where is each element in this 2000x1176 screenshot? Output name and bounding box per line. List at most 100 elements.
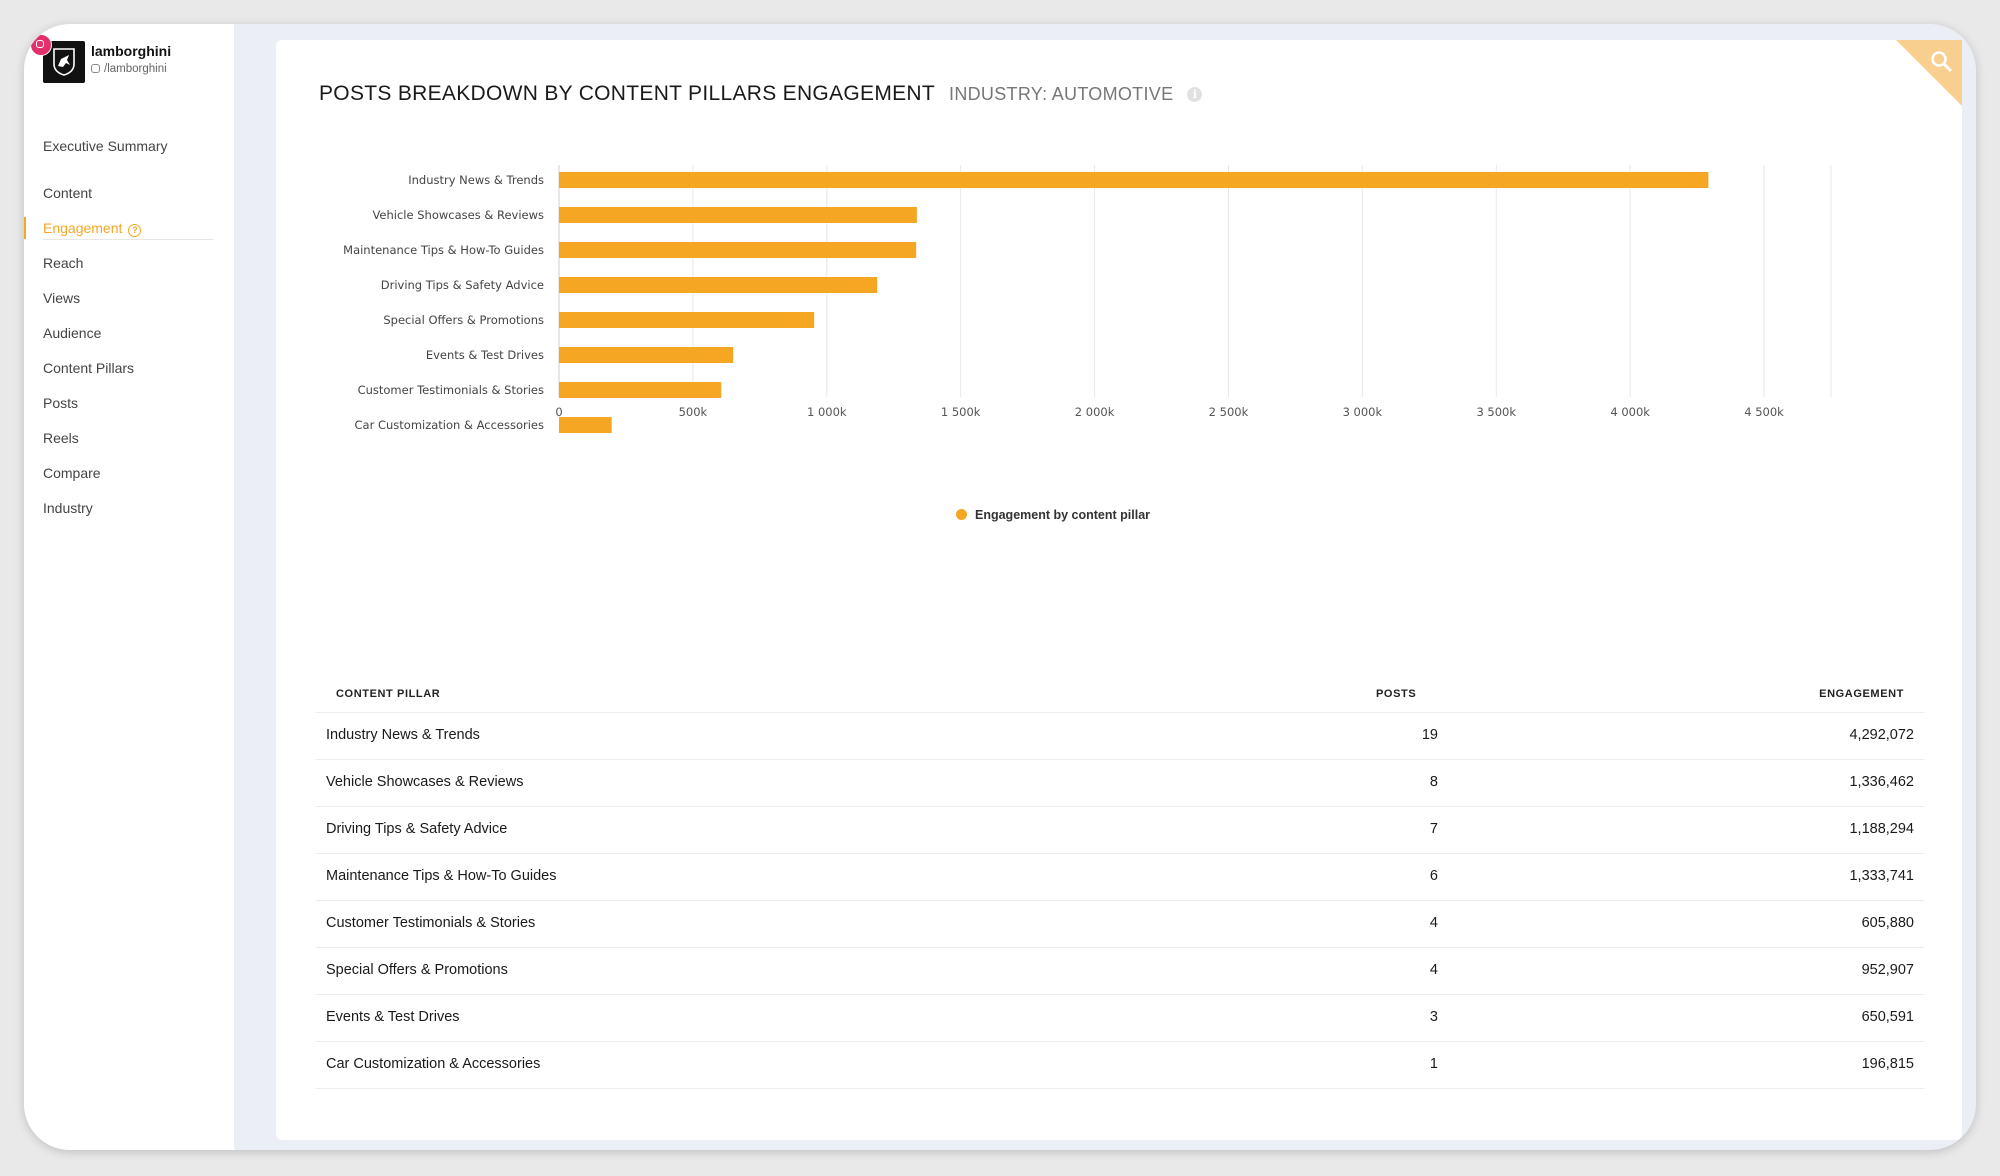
cell-engagement: 1,333,741 [1849, 868, 1914, 884]
legend-label: Engagement by content pillar [975, 508, 1151, 522]
x-tick-label: 4 000k [1610, 405, 1650, 419]
help-icon[interactable]: ? [128, 224, 142, 237]
cell-pillar: Events & Test Drives [326, 1009, 460, 1025]
cell-posts: 1 [1429, 1056, 1438, 1072]
cell-posts: 4 [1429, 915, 1438, 931]
sidebar-item-posts[interactable]: Posts [43, 395, 79, 411]
sidebar-item-reach[interactable]: Reach [43, 255, 84, 271]
y-category-label: Special Offers & Promotions [383, 313, 544, 327]
profile-header[interactable]: lamborghini /lamborghini [30, 34, 228, 87]
bar[interactable] [559, 172, 1709, 188]
search-corner[interactable] [1896, 40, 1962, 106]
sidebar: lamborghini /lamborghini Executive Summa… [24, 24, 234, 1150]
y-category-label: Driving Tips & Safety Advice [381, 278, 544, 292]
x-tick-label: 3 500k [1476, 405, 1516, 419]
y-category-label: Events & Test Drives [426, 348, 544, 362]
table-row[interactable]: Maintenance Tips & How-To Guides 6 1,333,7… [316, 853, 1924, 900]
cell-pillar: Special Offers & Promotions [326, 962, 508, 978]
search-icon[interactable] [1930, 50, 1952, 72]
chart-legend[interactable]: Engagement by content pillar [956, 508, 1150, 522]
sidebar-item-content[interactable]: Content [43, 185, 93, 201]
profile-name: lamborghini [91, 43, 172, 59]
y-category-label: Industry News & Trends [408, 173, 544, 187]
table-row[interactable]: Events & Test Drives 3 650,591 [316, 994, 1924, 1041]
x-tick-label: 500k [679, 405, 708, 419]
engagement-bar-chart: 0 500k 1 000k 1 500k 2 000k 2 500k 3 000k 3 500… [343, 165, 1832, 433]
x-tick-label: 2 000k [1075, 405, 1115, 419]
sidebar-item-compare[interactable]: Compare [43, 465, 101, 481]
info-icon[interactable]: i [1187, 87, 1203, 102]
bar[interactable] [559, 347, 734, 363]
pillar-table: CONTENT PILLAR POSTS ENGAGEMENT Industry… [316, 670, 1924, 1089]
cell-engagement: 196,815 [1861, 1056, 1914, 1072]
profile-handle: /lamborghini [91, 63, 167, 75]
cell-posts: 19 [1421, 727, 1438, 743]
x-tick-label: 0 [555, 405, 562, 419]
table-row[interactable]: Vehicle Showcases & Reviews 8 1,336,462 [316, 759, 1924, 806]
table-row[interactable]: Special Offers & Promotions 4 952,907 [316, 947, 1924, 994]
table-row[interactable]: Industry News & Trends 19 4,292,072 [316, 712, 1924, 759]
cell-engagement: 650,591 [1861, 1009, 1914, 1025]
cell-pillar: Maintenance Tips & How-To Guides [326, 868, 557, 884]
cell-posts: 4 [1429, 962, 1438, 978]
sidebar-item-engagement[interactable]: Engagement? [43, 220, 142, 237]
y-category-label: Maintenance Tips & How-To Guides [343, 243, 544, 257]
instagram-small-icon [91, 64, 100, 73]
cell-engagement: 952,907 [1861, 962, 1914, 978]
nav-divider [43, 239, 213, 240]
y-category-label: Customer Testimonials & Stories [358, 383, 544, 397]
table-row[interactable]: Customer Testimonials & Stories 4 605,880 [316, 900, 1924, 947]
avatar [30, 34, 85, 83]
legend-marker [956, 509, 967, 520]
cell-posts: 6 [1429, 868, 1438, 884]
x-tick-label: 1 500k [941, 405, 981, 419]
x-tick-label: 1 000k [807, 405, 847, 419]
table-row[interactable]: Car Customization & Accessories 1 196,815 [316, 1041, 1924, 1088]
cell-posts: 7 [1429, 821, 1438, 837]
sidebar-item-content-pillars[interactable]: Content Pillars [43, 360, 135, 376]
bar[interactable] [559, 312, 815, 328]
cell-posts: 3 [1429, 1009, 1438, 1025]
sidebar-item-reels[interactable]: Reels [43, 430, 79, 446]
active-indicator [24, 217, 26, 239]
report-card: POSTS BREAKDOWN BY CONTENT PILLARS ENGAG… [276, 40, 1962, 1140]
sidebar-item-audience[interactable]: Audience [43, 325, 102, 341]
cell-pillar: Driving Tips & Safety Advice [326, 821, 508, 837]
bar[interactable] [559, 207, 917, 223]
column-header-posts[interactable]: POSTS [1376, 688, 1417, 700]
cell-pillar: Vehicle Showcases & Reviews [326, 774, 524, 790]
y-category-label: Car Customization & Accessories [355, 418, 545, 432]
column-header-pillar[interactable]: CONTENT PILLAR [336, 688, 441, 700]
industry-subtitle: INDUSTRY: AUTOMOTIVE [949, 84, 1174, 104]
sidebar-item-industry[interactable]: Industry [43, 500, 93, 516]
cell-engagement: 605,880 [1861, 915, 1914, 931]
column-header-engagement[interactable]: ENGAGEMENT [1819, 688, 1904, 700]
bar[interactable] [559, 242, 917, 258]
cell-engagement: 1,336,462 [1849, 774, 1914, 790]
app-window: lamborghini /lamborghini Executive Summa… [24, 24, 1976, 1150]
x-tick-label: 2 500k [1209, 405, 1249, 419]
bar[interactable] [559, 382, 722, 398]
cell-engagement: 4,292,072 [1849, 727, 1914, 743]
bar[interactable] [559, 417, 612, 433]
table-row[interactable]: Driving Tips & Safety Advice 7 1,188,294 [316, 806, 1924, 853]
instagram-icon [30, 34, 52, 56]
sidebar-item-views[interactable]: Views [43, 290, 81, 306]
sidebar-item-executive-summary[interactable]: Executive Summary [43, 138, 168, 154]
profile-handle-text: /lamborghini [104, 63, 167, 75]
sidebar-item-engagement-label: Engagement [43, 220, 123, 236]
x-tick-label: 3 000k [1343, 405, 1383, 419]
bar[interactable] [559, 277, 878, 293]
cell-pillar: Industry News & Trends [326, 727, 480, 743]
cell-posts: 8 [1429, 774, 1438, 790]
table-header: CONTENT PILLAR POSTS ENGAGEMENT [316, 670, 1924, 706]
x-tick-label: 4 500k [1744, 405, 1784, 419]
cell-engagement: 1,188,294 [1849, 821, 1914, 837]
cell-pillar: Customer Testimonials & Stories [326, 915, 536, 931]
bull-logo-icon [53, 48, 75, 76]
table-bottom-border [316, 1088, 1924, 1089]
y-category-label: Vehicle Showcases & Reviews [372, 208, 544, 222]
cell-pillar: Car Customization & Accessories [326, 1056, 541, 1072]
title-row: POSTS BREAKDOWN BY CONTENT PILLARS ENGAG… [319, 82, 1203, 106]
page-title: POSTS BREAKDOWN BY CONTENT PILLARS ENGAG… [319, 82, 936, 105]
